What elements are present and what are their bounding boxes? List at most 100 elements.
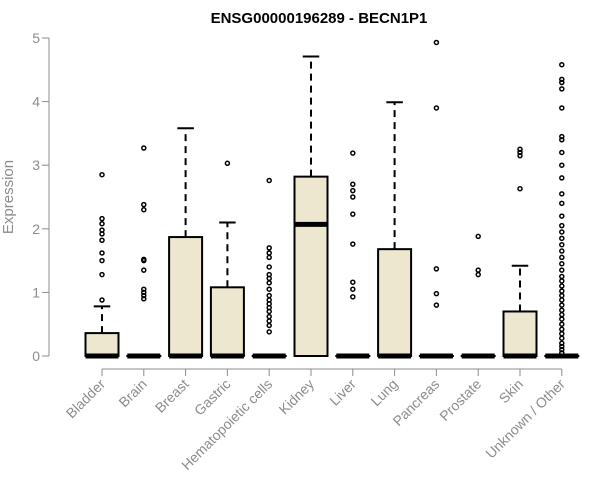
outlier-point — [266, 292, 272, 299]
outlier-point — [433, 302, 440, 308]
plot-area — [84, 39, 580, 359]
box — [168, 236, 204, 357]
outlier-point — [559, 292, 565, 299]
outlier-point — [141, 145, 147, 151]
outlier-point — [559, 278, 565, 284]
outlier-point — [99, 237, 105, 243]
x-tick-label: Prostate — [436, 376, 484, 424]
outlier-point — [559, 321, 565, 327]
outlier-point — [559, 326, 565, 333]
outlier-point — [141, 296, 147, 302]
outlier-point — [99, 171, 105, 178]
outlier-point — [99, 257, 105, 264]
outlier-point — [141, 206, 147, 213]
outlier-point — [559, 248, 565, 254]
outlier-point — [266, 280, 272, 286]
outlier-point — [559, 316, 565, 322]
box-group — [377, 101, 413, 359]
outlier-point — [141, 201, 147, 208]
outlier-point — [266, 297, 272, 303]
box-group — [168, 127, 204, 359]
outlier-point — [433, 39, 440, 46]
x-tick-label: Bladder — [63, 376, 109, 422]
outlier-point — [559, 149, 565, 156]
outlier-point — [559, 340, 565, 347]
outlier-point — [350, 241, 356, 247]
outlier-point — [559, 343, 565, 350]
box-group — [335, 150, 371, 359]
outlier-point — [559, 267, 565, 273]
y-tick-label: 4 — [32, 94, 40, 110]
outlier-point — [350, 150, 356, 156]
outlier-point — [99, 250, 105, 256]
outlier-point — [559, 254, 565, 261]
outlier-point — [559, 288, 565, 294]
outlier-point — [559, 261, 565, 267]
outlier-point — [559, 200, 565, 207]
outlier-point — [266, 322, 272, 329]
outlier-point — [141, 256, 147, 263]
x-tick-label: Kidney — [276, 376, 318, 418]
outlier-point — [559, 175, 565, 181]
y-tick-label: 1 — [32, 284, 40, 300]
outlier-point — [350, 294, 356, 300]
box-group — [460, 233, 496, 359]
box-group — [251, 177, 287, 359]
outlier-point — [559, 222, 565, 229]
outlier-point — [559, 307, 565, 313]
outlier-point — [475, 267, 481, 273]
outlier-point — [433, 290, 440, 297]
outlier-point — [266, 177, 272, 184]
box-group — [502, 146, 538, 359]
outlier-point — [266, 264, 272, 270]
outlier-point — [559, 241, 565, 248]
outlier-point — [99, 297, 105, 303]
outlier-point — [559, 273, 565, 280]
outlier-point — [350, 286, 356, 292]
y-tick-label: 5 — [32, 30, 40, 46]
outlier-point — [266, 254, 272, 261]
outlier-point — [266, 318, 272, 324]
outlier-point — [559, 330, 565, 337]
outlier-point — [350, 211, 356, 217]
box — [377, 248, 413, 357]
outlier-point — [141, 286, 147, 292]
box — [209, 286, 245, 358]
outlier-point — [559, 350, 565, 356]
outlier-point — [559, 297, 565, 303]
box-group — [544, 61, 580, 359]
outlier-point — [266, 329, 272, 335]
outlier-point — [559, 162, 565, 168]
outlier-point — [141, 292, 147, 299]
outlier-point — [517, 185, 523, 192]
outlier-point — [266, 313, 272, 320]
outlier-point — [99, 227, 105, 233]
box-group — [126, 145, 162, 359]
outlier-point — [559, 311, 565, 318]
chart-title: ENSG00000196289 - BECN1P1 — [211, 10, 428, 27]
x-tick-label: Brain — [115, 376, 149, 410]
outlier-point — [559, 302, 565, 308]
outlier-point — [559, 191, 565, 197]
outlier-point — [266, 271, 272, 278]
outlier-point — [266, 286, 272, 292]
box — [293, 175, 329, 357]
box-group — [293, 55, 329, 357]
outlier-point — [266, 245, 272, 251]
outlier-point — [559, 133, 565, 140]
outlier-point — [475, 233, 481, 240]
outlier-point — [559, 229, 565, 235]
outlier-point — [141, 289, 147, 296]
outlier-point — [559, 283, 565, 289]
x-tick-label: Breast — [152, 376, 192, 416]
y-tick-label: 2 — [32, 221, 40, 237]
outlier-point — [559, 76, 565, 83]
outlier-point — [559, 137, 565, 143]
outlier-point — [559, 105, 565, 111]
outlier-point — [517, 152, 523, 159]
outlier-point — [559, 86, 565, 92]
outlier-point — [559, 235, 565, 242]
outlier-point — [559, 346, 565, 353]
x-tick-label: Lung — [367, 376, 400, 409]
